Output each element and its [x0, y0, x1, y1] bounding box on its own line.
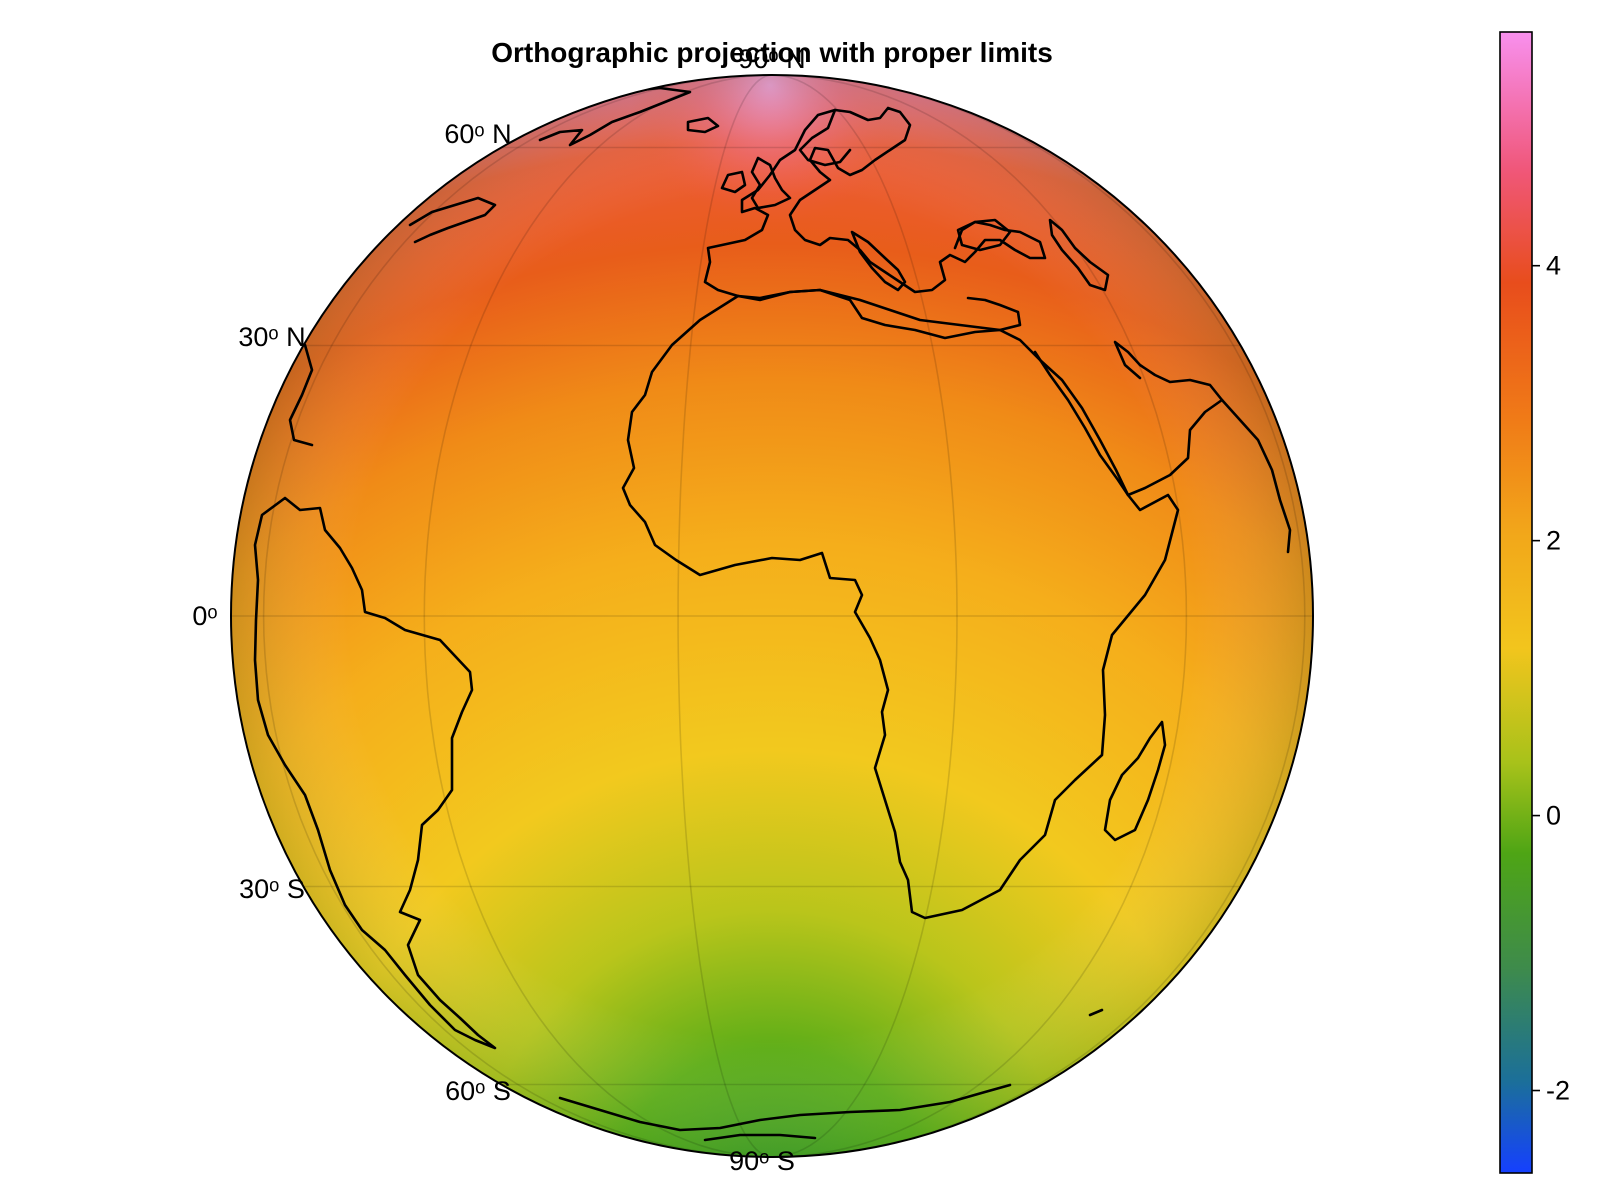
colorbar-tick-label: 4	[1546, 251, 1561, 281]
coastline-ireland	[720, 170, 747, 194]
colorbar-ticks: 4 2 0 -2	[1532, 251, 1570, 1106]
colorbar: 4 2 0 -2	[1499, 31, 1570, 1174]
meridian	[771, 75, 958, 1157]
coastline-madagascar	[1103, 720, 1167, 842]
coastline-east-asia-edge	[1220, 398, 1292, 554]
graticule	[231, 75, 1313, 1157]
colorbar-tick-label: -2	[1546, 1076, 1570, 1106]
coastline-caspian	[1048, 218, 1110, 292]
lat-label-90s: 90ᵒ S	[729, 1146, 795, 1176]
coastline-black-sea	[956, 218, 1012, 252]
colorbar-tick-label: 0	[1546, 801, 1561, 831]
coastline-south-america	[253, 496, 497, 1050]
limb-shading	[231, 75, 1313, 1157]
map-title: Orthographic projection with proper limi…	[491, 37, 1053, 68]
coastline-britain	[750, 156, 792, 210]
colorbar-tick-label: 2	[1546, 526, 1561, 556]
meridian	[262, 75, 773, 1157]
latitude-labels: 90ᵒ N 60ᵒ N 30ᵒ N 0ᵒ 30ᵒ S 60ᵒ S 90ᵒ S	[192, 44, 805, 1176]
meridian	[677, 75, 773, 1157]
coastline-mediterranean	[736, 288, 1022, 340]
lat-label-30s: 30ᵒ S	[239, 874, 305, 904]
coastline-arabia	[1033, 340, 1224, 497]
coastline-scandinavia	[798, 108, 852, 167]
globe	[230, 74, 1314, 1158]
coastline-iceland	[686, 116, 720, 134]
coastline-italy	[850, 230, 907, 292]
colorbar-gradient	[1499, 31, 1533, 1174]
coastline-north-america	[288, 196, 497, 447]
globe-outline	[230, 74, 1314, 1158]
coastline-antarctica	[558, 1008, 1104, 1142]
meridian	[771, 75, 1188, 1157]
meridian	[423, 75, 773, 1157]
meridian	[771, 75, 1306, 1157]
lat-label-90n: 90ᵒ N	[738, 44, 805, 74]
coastline-africa	[621, 288, 1180, 920]
lat-label-equator: 0ᵒ	[192, 601, 217, 631]
lat-label-60n: 60ᵒ N	[444, 119, 511, 149]
lat-label-30n: 30ᵒ N	[238, 322, 305, 352]
coastlines	[253, 86, 1292, 1142]
lat-label-60s: 60ᵒ S	[445, 1076, 511, 1106]
